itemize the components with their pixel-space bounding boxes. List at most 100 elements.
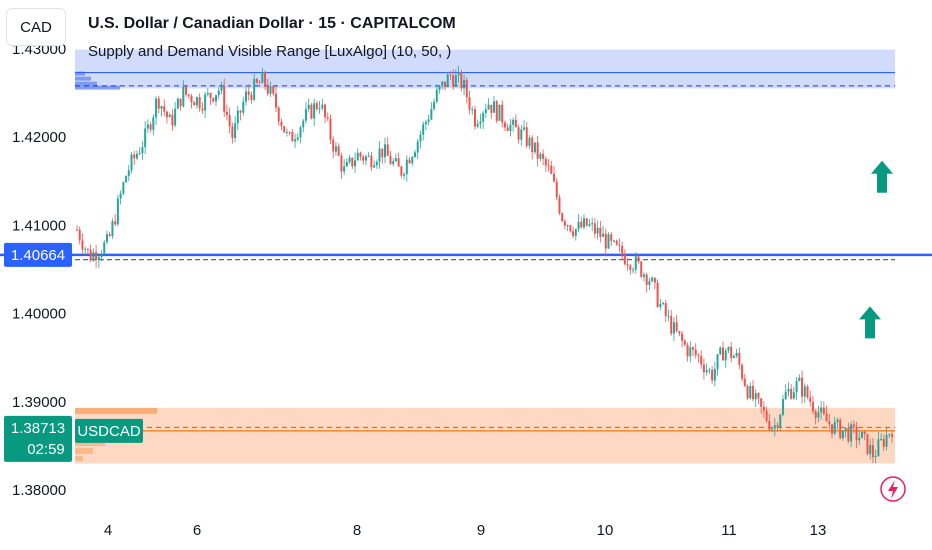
candle-body	[702, 364, 705, 373]
candle-body	[389, 155, 392, 165]
candle-body	[114, 221, 117, 225]
candle-body	[354, 160, 357, 167]
x-tick-label: 4	[104, 522, 112, 539]
candle-body	[730, 346, 733, 358]
chart-title: U.S. Dollar / Canadian Dollar · 15 · CAP…	[88, 15, 456, 32]
candle-body	[528, 137, 531, 146]
candle-body	[86, 248, 89, 250]
indicator-label[interactable]: Supply and Demand Visible Range [LuxAlgo…	[88, 43, 452, 60]
candle-body	[844, 427, 847, 431]
candle-body	[708, 369, 711, 371]
candle-body	[378, 148, 381, 162]
candle-body	[435, 89, 438, 102]
candle-body	[692, 347, 695, 350]
candle-body	[419, 134, 422, 142]
candle-body	[411, 156, 414, 164]
candle-body	[525, 127, 528, 146]
candle-body	[182, 86, 185, 107]
candle-body	[593, 223, 596, 234]
candle-body	[487, 104, 490, 110]
demand-volume-bar	[75, 447, 93, 454]
candle-body	[814, 411, 817, 418]
candle-body	[637, 256, 640, 262]
candle-body	[427, 119, 430, 122]
candle-body	[509, 124, 512, 131]
candle-body	[618, 244, 621, 246]
candle-body	[754, 393, 757, 400]
last-price-label-bg	[4, 415, 72, 462]
candle-body	[566, 225, 569, 227]
candle-body	[536, 142, 539, 159]
candle-body	[580, 221, 583, 228]
candle-body	[694, 349, 697, 356]
candle-body	[329, 118, 332, 140]
candle-body	[555, 181, 558, 198]
candle-body	[806, 386, 809, 398]
x-tick-label: 6	[193, 522, 201, 539]
candle-body	[503, 122, 506, 128]
candle-body	[223, 85, 226, 112]
candle-body	[89, 249, 92, 261]
candle-body	[490, 104, 493, 113]
candle-body	[457, 72, 460, 76]
candle-body	[441, 81, 444, 87]
candle-body	[550, 165, 553, 174]
candle-body	[572, 231, 575, 236]
candle-body	[648, 281, 651, 285]
candle-body	[574, 229, 577, 236]
candle-body	[304, 109, 307, 121]
candle-body	[157, 98, 160, 109]
candle-body	[479, 121, 482, 124]
candle-body	[822, 407, 825, 414]
candle-body	[438, 86, 441, 90]
candle-body	[370, 155, 373, 168]
candle-body	[585, 218, 588, 226]
candle-body	[119, 193, 122, 199]
candle-body	[413, 152, 416, 157]
candle-body	[882, 438, 885, 447]
candle-body	[678, 331, 681, 334]
candle-body	[212, 97, 215, 102]
y-tick-label: 1.41000	[12, 217, 66, 234]
candle-body	[108, 234, 111, 236]
up-arrow-signal	[859, 306, 881, 339]
candle-body	[781, 399, 784, 415]
candle-body	[771, 428, 774, 430]
candle-body	[642, 274, 645, 277]
candle-body	[443, 81, 446, 87]
candle-body	[84, 248, 87, 250]
candle-body	[847, 427, 850, 442]
candle-body	[264, 71, 267, 85]
x-tick-label: 9	[477, 522, 485, 539]
candle-body	[400, 166, 403, 176]
candle-body	[141, 147, 144, 153]
candle-body	[149, 124, 152, 130]
candle-body	[506, 127, 509, 131]
demand-volume-bar	[75, 407, 157, 414]
candle-body	[836, 419, 839, 423]
last-price-value: 1.38713	[11, 420, 65, 437]
y-tick-label: 1.40000	[12, 306, 66, 323]
candle-body	[689, 347, 692, 357]
candle-body	[326, 117, 329, 119]
currency-button[interactable]: CAD	[6, 8, 66, 46]
candle-body	[825, 413, 828, 422]
candle-body	[809, 397, 812, 402]
candle-body	[588, 224, 591, 226]
candle-body	[582, 218, 585, 228]
candle-body	[735, 352, 738, 357]
candle-body	[334, 146, 337, 152]
candle-body	[340, 155, 343, 172]
price-line-label: 1.40664	[11, 247, 65, 264]
candle-body	[621, 245, 624, 256]
candle-body	[318, 108, 321, 110]
candle-body	[81, 240, 84, 250]
candle-body	[78, 229, 81, 241]
candle-body	[168, 114, 171, 118]
candle-body	[547, 165, 550, 167]
candle-body	[250, 94, 253, 100]
candle-body	[623, 255, 626, 265]
candle-body	[454, 75, 457, 87]
candle-body	[332, 139, 335, 152]
